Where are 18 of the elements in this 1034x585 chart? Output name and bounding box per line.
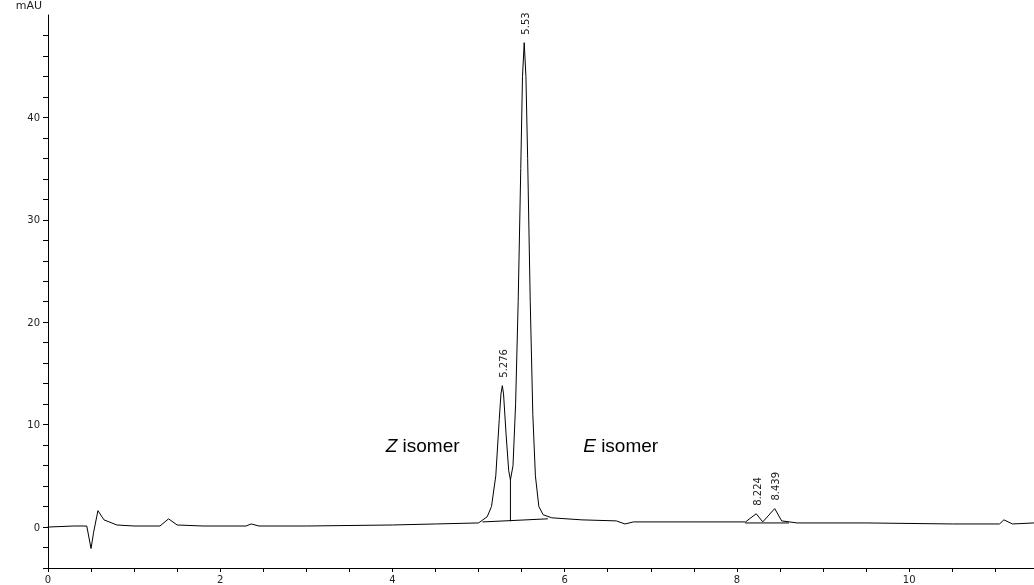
annotation: E isomer <box>583 434 659 456</box>
annotation: 5.276 <box>497 349 509 378</box>
annotation: 8.439 <box>770 471 782 501</box>
x-tick-label: 2 <box>217 573 224 585</box>
annotation: Z isomer <box>384 434 461 456</box>
x-tick-label: 10 <box>902 573 916 585</box>
y-tick-label: 20 <box>27 316 40 328</box>
annotation: 8.224 <box>751 477 763 506</box>
annotation: 5.53 <box>519 12 531 35</box>
x-tick-label: 4 <box>389 573 396 585</box>
y-tick-label: 0 <box>33 521 40 533</box>
x-tick-label: 0 <box>44 573 52 585</box>
x-tick-label: 6 <box>561 573 568 585</box>
x-tick-label: 8 <box>733 573 741 585</box>
y-tick-label: 40 <box>27 111 40 123</box>
y-tick-label: 10 <box>27 419 40 431</box>
y-axis-title: mAU <box>15 0 42 12</box>
y-tick-label: 30 <box>27 214 40 226</box>
